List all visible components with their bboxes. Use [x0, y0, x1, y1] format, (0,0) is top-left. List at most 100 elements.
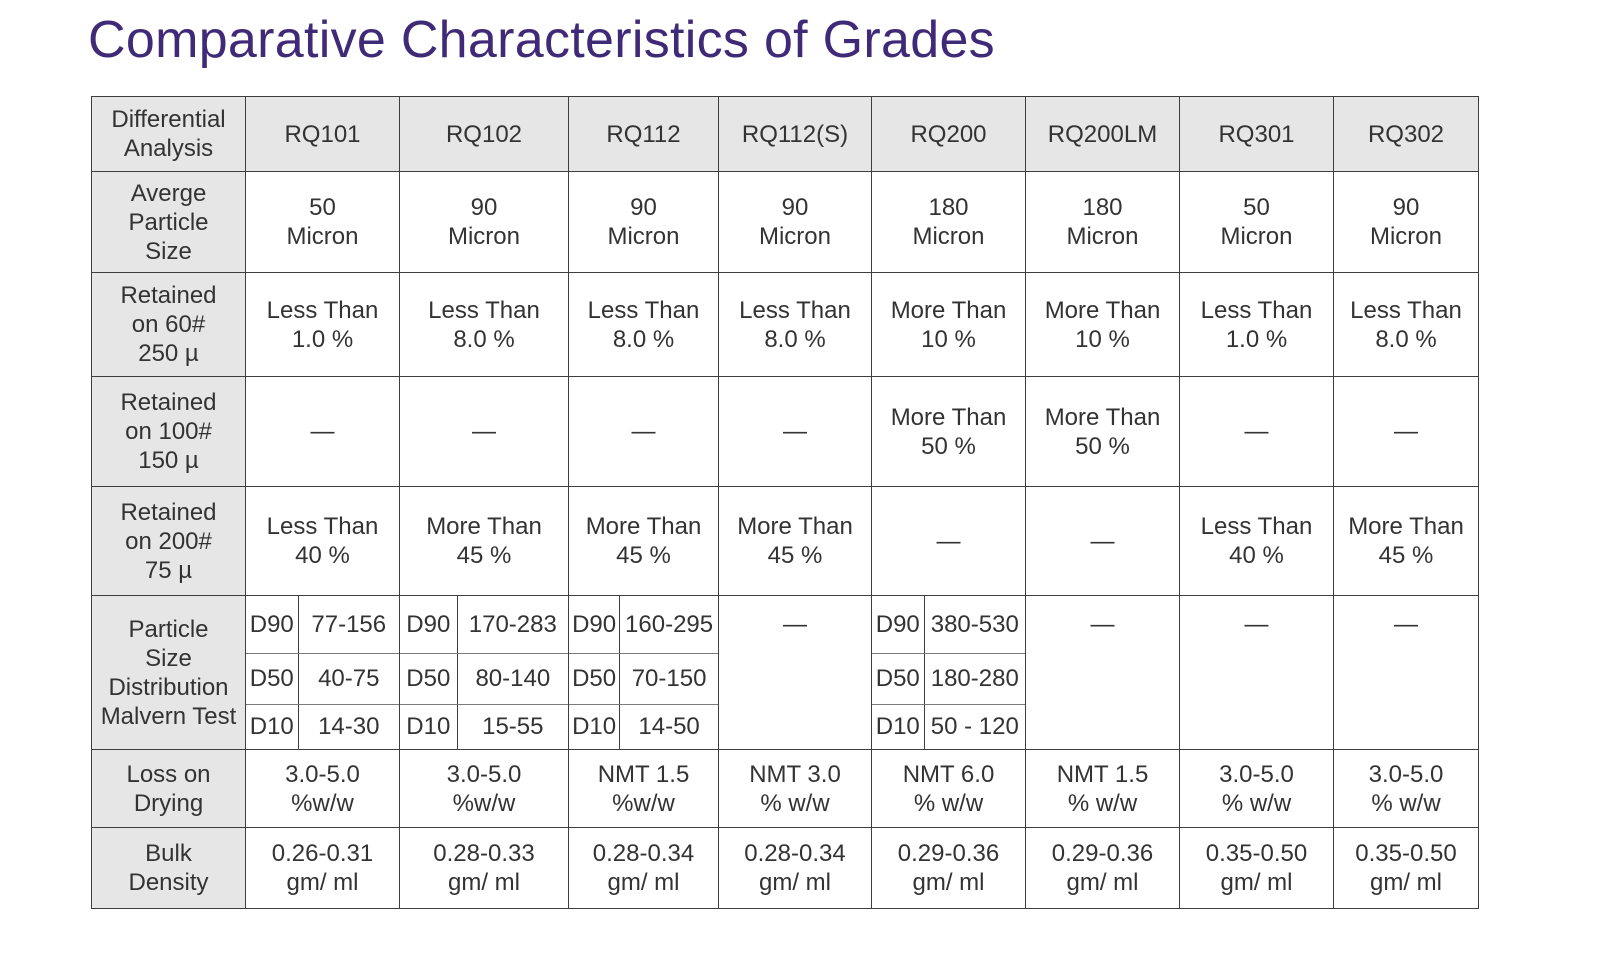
grades-table-body: Differential Analysis RQ101 RQ102 RQ112 RQ112… — [91, 96, 1479, 909]
grades-comparison-table: Differential Analysis RQ101 RQ102 RQ112 RQ112… — [91, 96, 1479, 909]
cell-text-line: — — [1090, 611, 1115, 638]
table-cell: More Than 10 % — [1025, 272, 1180, 377]
cell-text-line: More Than — [1044, 403, 1161, 431]
cell-text-line: Distribution — [108, 673, 229, 701]
psd-row: Particle Size Distribution Malvern Test D90 7… — [91, 595, 1479, 750]
cell-text-line: Size — [145, 644, 192, 672]
psd-value: 380-530 — [924, 596, 1025, 654]
cell-text-line: 10 % — [921, 325, 976, 353]
psd-subrow: D90 170-283 — [400, 596, 568, 654]
cell-text-line: More Than — [1348, 513, 1464, 540]
cell-text-line: More Than — [1044, 296, 1161, 324]
cell-text-line: Micron — [447, 223, 520, 250]
table-row: Retained on 100# 150 µ — — — — More Than 50 % Mor… — [91, 376, 1479, 487]
cell-text-line: Less Than — [739, 296, 851, 324]
column-header-rq102: RQ102 — [399, 96, 569, 172]
column-header-rq200: RQ200 — [871, 96, 1026, 172]
psd-subrow: D90 380-530 — [872, 596, 1025, 654]
cell-text-line: Less Than — [266, 513, 379, 540]
cell-text-line: Less Than — [1350, 296, 1462, 324]
psd-value: 50 - 120 — [930, 713, 1019, 741]
table-cell: — — [399, 376, 569, 487]
table-cell: — — [1179, 376, 1334, 487]
table-cell: 180 Micron — [1025, 171, 1180, 273]
row-header: Retained on 100# 150 µ — [91, 376, 246, 487]
cell-text-line: Micron — [607, 223, 680, 250]
psd-percentile: D10 — [569, 704, 621, 749]
psd-percentile: D50 — [400, 653, 458, 705]
cell-text-line: Particle — [128, 615, 209, 643]
psd-subrow: D50 180-280 — [872, 653, 1025, 705]
cell-text-line: 40 % — [1229, 542, 1284, 569]
cell-text-line: 45 % — [767, 542, 823, 569]
table-cell: 50 Micron — [245, 171, 400, 273]
psd-subtable: D90 380-530 D50 180-280 D10 50 - 120 — [872, 596, 1025, 749]
cell-text-line: RQ112(S) — [741, 120, 849, 148]
psd-cell: D90 160-295 D50 70-150 D10 14-50 — [568, 595, 719, 750]
cell-text-line: 45 % — [1378, 542, 1434, 569]
table-cell: NMT 6.0% w/w — [871, 749, 1026, 828]
psd-value: 170-283 — [457, 596, 568, 654]
cell-text-line: % w/w — [1067, 789, 1138, 817]
table-cell: Less Than 40 % — [245, 486, 400, 596]
psd-value: 180-280 — [924, 653, 1025, 705]
table-cell: More Than 45 % — [1333, 486, 1479, 596]
table-cell: More Than 45 % — [399, 486, 569, 596]
table-cell: — — [245, 376, 400, 487]
cell-text-line: % w/w — [913, 789, 984, 817]
cell-text-line: — — [310, 418, 335, 445]
table-cell: 90 Micron — [568, 171, 719, 273]
table-cell: NMT 1.5% w/w — [1025, 749, 1180, 828]
cell-text-line: 0.26-0.31 — [271, 840, 374, 867]
table-cell: More Than 50 % — [1025, 376, 1180, 487]
cell-text-line: %w/w — [291, 789, 354, 817]
psd-subrow: D90 160-295 — [569, 596, 718, 654]
table-row: Bulk Density 0.26-0.31 gm/ ml 0.28-0.33 gm/ m… — [91, 827, 1479, 909]
table-cell: — — [1025, 486, 1180, 596]
psd-percentile: D90 — [872, 596, 925, 654]
cell-text-line: Retained — [120, 282, 217, 309]
psd-value: 14-50 — [638, 713, 700, 741]
cell-text-line: 3.0-5.0 — [1368, 760, 1444, 788]
cell-text-line: gm/ ml — [607, 869, 680, 896]
cell-text-line: 3.0-5.0 — [285, 760, 360, 788]
cell-text-line: Less Than — [587, 296, 700, 324]
cell-text-line: 1.0 % — [291, 325, 354, 353]
cell-text-line: RQ200 — [910, 120, 987, 148]
table-cell: — — [568, 376, 719, 487]
cell-text-line: Micron — [758, 223, 831, 250]
table-cell: — — [1333, 595, 1479, 750]
cell-text-line: 50 — [1243, 194, 1270, 221]
psd-percentile: D50 — [246, 653, 299, 705]
row-header: Loss on Drying — [91, 749, 246, 828]
psd-subrow: D90 77-156 — [246, 596, 399, 654]
cell-text-line: gm/ ml — [448, 869, 520, 896]
cell-text-line: — — [936, 527, 961, 555]
cell-text-line: 3.0-5.0 — [1219, 760, 1294, 788]
cell-text-line: Averge — [130, 179, 207, 207]
table-cell: 3.0-5.0 %w/w — [245, 749, 400, 828]
cell-text-line: % w/w — [1221, 789, 1292, 817]
column-header-rq112: RQ112 — [568, 96, 719, 172]
cell-text-line: 0.28-0.34 — [744, 840, 846, 867]
table-cell: 0.35-0.50 gm/ ml — [1179, 827, 1334, 909]
cell-text-line: 0.28-0.34 — [592, 840, 695, 867]
psd-value: 40-75 — [298, 653, 399, 705]
cell-text-line: Bulk — [145, 840, 192, 867]
cell-text-line: 180 — [1082, 194, 1123, 221]
cell-text-line: 250 µ — [138, 340, 199, 367]
cell-text-line: 50 — [309, 194, 336, 221]
cell-text-line: — — [1394, 611, 1418, 638]
cell-text-line: gm/ ml — [912, 869, 985, 896]
cell-text-line: More Than — [737, 513, 853, 540]
psd-value: 14-30 — [318, 713, 380, 741]
table-cell: — — [871, 486, 1026, 596]
cell-text-line: 3.0-5.0 — [446, 760, 522, 788]
psd-subtable: D90 170-283 D50 80-140 D10 15-55 — [400, 596, 568, 749]
table-row: Retained on 60# 250 µ Less Than 1.0 % Less Th… — [91, 272, 1479, 377]
cell-text-line: gm/ ml — [286, 869, 359, 896]
psd-cell: D90 170-283 D50 80-140 D10 15-55 — [399, 595, 569, 750]
table-cell: Less Than 1.0 % — [1179, 272, 1334, 377]
cell-text-line: — — [631, 418, 656, 445]
cell-text-line: Less Than — [1200, 296, 1313, 324]
